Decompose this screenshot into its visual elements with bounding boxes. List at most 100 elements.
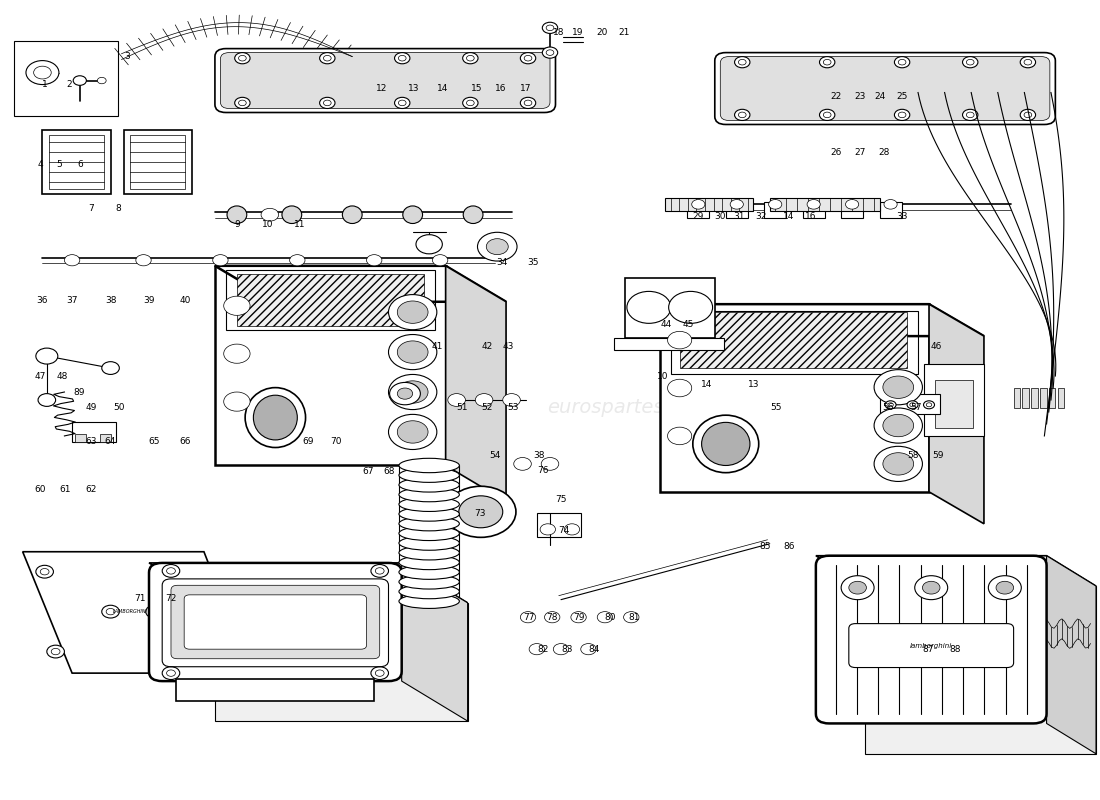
Circle shape xyxy=(397,421,428,443)
Text: 16: 16 xyxy=(804,212,816,221)
Circle shape xyxy=(145,606,163,618)
Circle shape xyxy=(1020,57,1035,68)
Circle shape xyxy=(874,408,923,443)
Circle shape xyxy=(529,643,544,654)
Circle shape xyxy=(371,666,388,679)
Text: 13: 13 xyxy=(748,379,759,389)
Text: 57: 57 xyxy=(910,403,922,413)
Circle shape xyxy=(52,648,60,654)
Circle shape xyxy=(397,388,412,399)
Bar xyxy=(764,202,786,218)
Text: 28: 28 xyxy=(878,148,890,157)
Bar xyxy=(726,202,748,218)
Circle shape xyxy=(200,645,218,658)
Circle shape xyxy=(47,645,65,658)
Text: 30: 30 xyxy=(715,212,726,221)
Circle shape xyxy=(553,643,569,654)
Text: 4: 4 xyxy=(37,160,43,169)
Text: 32: 32 xyxy=(756,212,767,221)
FancyBboxPatch shape xyxy=(148,563,402,681)
Text: 49: 49 xyxy=(85,403,97,413)
Ellipse shape xyxy=(245,388,306,447)
Text: 29: 29 xyxy=(693,212,704,221)
Text: 68: 68 xyxy=(384,467,395,476)
Text: 56: 56 xyxy=(882,403,894,413)
Ellipse shape xyxy=(399,487,460,502)
Bar xyxy=(176,678,374,701)
Text: 26: 26 xyxy=(830,148,842,157)
Text: 10: 10 xyxy=(262,220,274,229)
Circle shape xyxy=(166,670,175,676)
Circle shape xyxy=(234,98,250,109)
FancyBboxPatch shape xyxy=(214,49,556,113)
Bar xyxy=(842,202,864,218)
Circle shape xyxy=(910,402,915,406)
Circle shape xyxy=(212,254,228,266)
Text: 8: 8 xyxy=(116,204,121,213)
Circle shape xyxy=(1024,112,1032,118)
Text: 41: 41 xyxy=(431,342,442,351)
Circle shape xyxy=(463,53,478,64)
Circle shape xyxy=(874,446,923,482)
Circle shape xyxy=(172,569,180,575)
Bar xyxy=(688,202,710,218)
Polygon shape xyxy=(816,556,1096,586)
Text: 38: 38 xyxy=(104,296,117,305)
Circle shape xyxy=(668,331,692,349)
Circle shape xyxy=(320,53,336,64)
Text: 18: 18 xyxy=(553,28,564,37)
Bar xyxy=(236,274,424,326)
Text: 59: 59 xyxy=(932,451,944,461)
Polygon shape xyxy=(660,304,984,336)
Circle shape xyxy=(388,374,437,410)
Circle shape xyxy=(962,110,978,121)
Circle shape xyxy=(735,110,750,121)
Circle shape xyxy=(823,59,830,65)
Bar xyxy=(73,422,116,442)
Circle shape xyxy=(967,112,975,118)
Circle shape xyxy=(486,238,508,254)
Text: 22: 22 xyxy=(830,92,842,101)
Bar xyxy=(770,198,880,210)
Bar xyxy=(680,312,907,368)
Bar xyxy=(935,380,974,428)
Circle shape xyxy=(375,670,384,676)
Text: 3: 3 xyxy=(124,52,130,61)
Ellipse shape xyxy=(227,206,246,223)
Text: eurospartes: eurospartes xyxy=(239,314,355,334)
Circle shape xyxy=(514,458,531,470)
Bar xyxy=(880,202,902,218)
Circle shape xyxy=(525,55,532,61)
FancyBboxPatch shape xyxy=(184,595,366,649)
Circle shape xyxy=(223,344,250,363)
Text: 71: 71 xyxy=(134,594,146,602)
Ellipse shape xyxy=(463,206,483,223)
Polygon shape xyxy=(214,266,506,302)
Text: 43: 43 xyxy=(503,342,514,351)
Circle shape xyxy=(39,394,56,406)
Circle shape xyxy=(41,569,50,575)
Polygon shape xyxy=(23,552,251,673)
Text: 14: 14 xyxy=(783,212,794,221)
Circle shape xyxy=(597,612,613,623)
Circle shape xyxy=(503,394,520,406)
Circle shape xyxy=(466,55,474,61)
Circle shape xyxy=(366,254,382,266)
Circle shape xyxy=(668,379,692,397)
Ellipse shape xyxy=(282,206,301,223)
Bar xyxy=(100,434,111,442)
Text: 16: 16 xyxy=(495,84,506,93)
Circle shape xyxy=(1024,59,1032,65)
Circle shape xyxy=(627,291,671,323)
Circle shape xyxy=(162,666,179,679)
Ellipse shape xyxy=(399,517,460,531)
Circle shape xyxy=(541,458,559,470)
Circle shape xyxy=(477,232,517,261)
Circle shape xyxy=(769,199,782,209)
Circle shape xyxy=(962,57,978,68)
Circle shape xyxy=(388,334,437,370)
Circle shape xyxy=(107,609,114,615)
Bar xyxy=(1040,388,1046,408)
Circle shape xyxy=(996,582,1013,594)
Text: 45: 45 xyxy=(683,320,694,329)
